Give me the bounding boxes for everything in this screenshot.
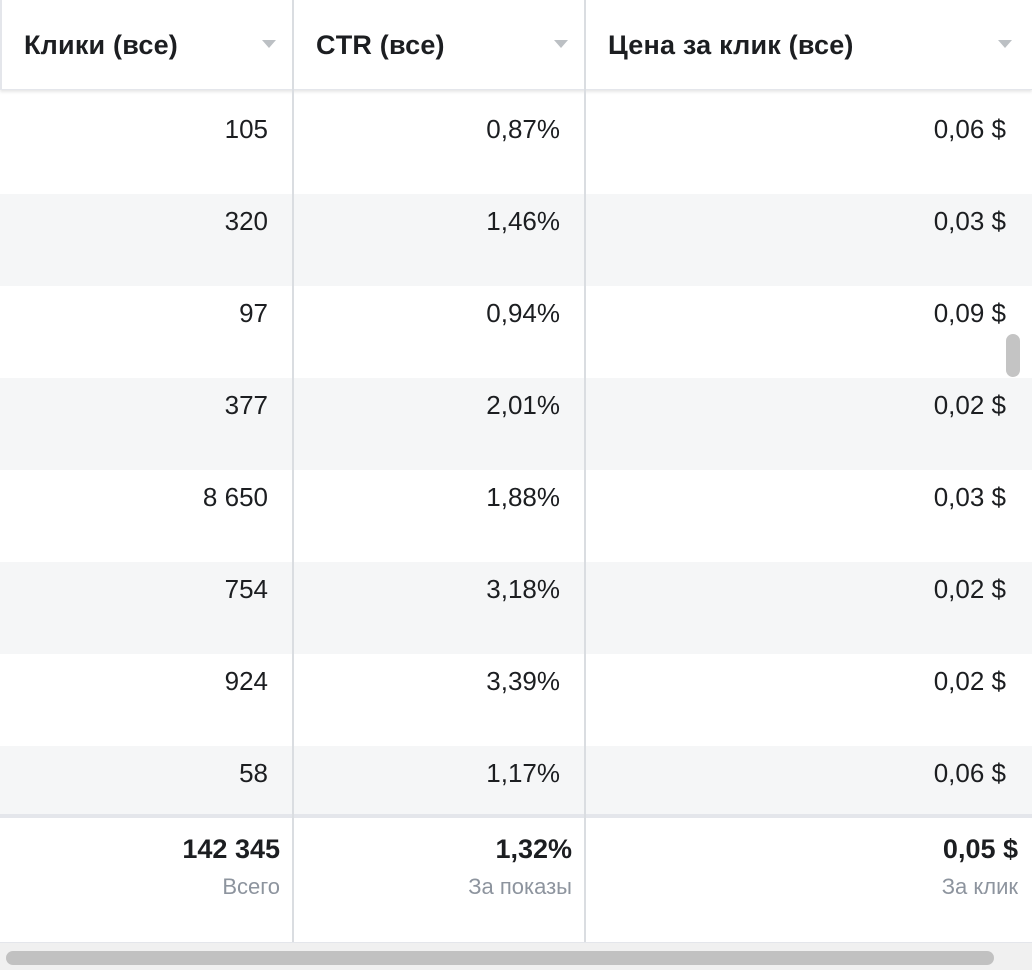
vertical-scrollbar-thumb[interactable] [1006, 334, 1020, 377]
clicks-cell: 8 650 [202, 482, 268, 512]
summary-caption: Всего [222, 874, 280, 899]
cpc-cell: 0,02 $ [933, 574, 1006, 604]
column-header-label: Клики (все) [24, 29, 178, 60]
clicks-cell: 754 [224, 574, 268, 604]
summary-total: 0,05 $ [942, 834, 1018, 864]
cpc-cell: 0,03 $ [933, 482, 1006, 512]
clicks-cell: 97 [239, 298, 268, 328]
column-header-clicks[interactable]: Клики (все) [2, 0, 294, 90]
ctr-cell: 2,01% [486, 390, 560, 420]
column-divider[interactable] [292, 0, 294, 942]
table-row: 754 3,18% 0,02 $ [0, 562, 1032, 654]
table-row: 105 0,87% 0,06 $ [0, 90, 1032, 182]
summary-cpc: 0,05 $ За клик [584, 832, 1018, 900]
sort-caret-icon[interactable] [262, 40, 276, 48]
ctr-cell: 1,88% [486, 482, 560, 512]
clicks-cell: 377 [224, 390, 268, 420]
ctr-cell: 1,17% [486, 758, 560, 788]
table-row: 924 3,39% 0,02 $ [0, 654, 1032, 746]
table-summary-row: 142 345 Всего 1,32% За показы 0,05 $ За … [0, 814, 1032, 942]
table-body: 105 0,87% 0,06 $ 320 1,46% 0,03 $ 97 0,9… [0, 90, 1032, 814]
ctr-cell: 0,94% [486, 298, 560, 328]
cpc-cell: 0,06 $ [933, 114, 1006, 144]
sort-caret-icon[interactable] [554, 40, 568, 48]
horizontal-scrollbar-thumb[interactable] [6, 951, 994, 965]
summary-total: 142 345 [182, 834, 280, 864]
ctr-cell: 3,18% [486, 574, 560, 604]
cpc-cell: 0,06 $ [933, 758, 1006, 788]
table-row: 58 1,17% 0,06 $ [0, 746, 1032, 814]
cpc-cell: 0,02 $ [933, 390, 1006, 420]
clicks-cell: 320 [224, 206, 268, 236]
clicks-cell: 58 [239, 758, 268, 788]
table-row: 8 650 1,88% 0,03 $ [0, 470, 1032, 562]
summary-total: 1,32% [495, 834, 572, 864]
table-row: 97 0,94% 0,09 $ [0, 286, 1032, 378]
cpc-cell: 0,09 $ [933, 298, 1006, 328]
column-header-cpc[interactable]: Цена за клик (все) [586, 0, 1032, 90]
clicks-cell: 924 [224, 666, 268, 696]
column-divider[interactable] [584, 0, 586, 942]
column-header-label: CTR (все) [316, 29, 445, 60]
cpc-cell: 0,02 $ [933, 666, 1006, 696]
ctr-cell: 0,87% [486, 114, 560, 144]
table-row: 377 2,01% 0,02 $ [0, 378, 1032, 470]
column-header-ctr[interactable]: CTR (все) [294, 0, 586, 90]
cpc-cell: 0,03 $ [933, 206, 1006, 236]
table-header: Клики (все) CTR (все) Цена за клик (все) [0, 0, 1032, 90]
column-header-label: Цена за клик (все) [608, 29, 854, 60]
sort-caret-icon[interactable] [998, 40, 1012, 48]
ctr-cell: 3,39% [486, 666, 560, 696]
summary-ctr: 1,32% За показы [292, 832, 572, 900]
ctr-cell: 1,46% [486, 206, 560, 236]
summary-clicks: 142 345 Всего [0, 832, 280, 900]
table-row: 320 1,46% 0,03 $ [0, 194, 1032, 286]
horizontal-scrollbar[interactable] [0, 942, 1032, 970]
clicks-cell: 105 [224, 114, 268, 144]
summary-caption: За клик [941, 874, 1018, 899]
summary-caption: За показы [468, 874, 572, 899]
